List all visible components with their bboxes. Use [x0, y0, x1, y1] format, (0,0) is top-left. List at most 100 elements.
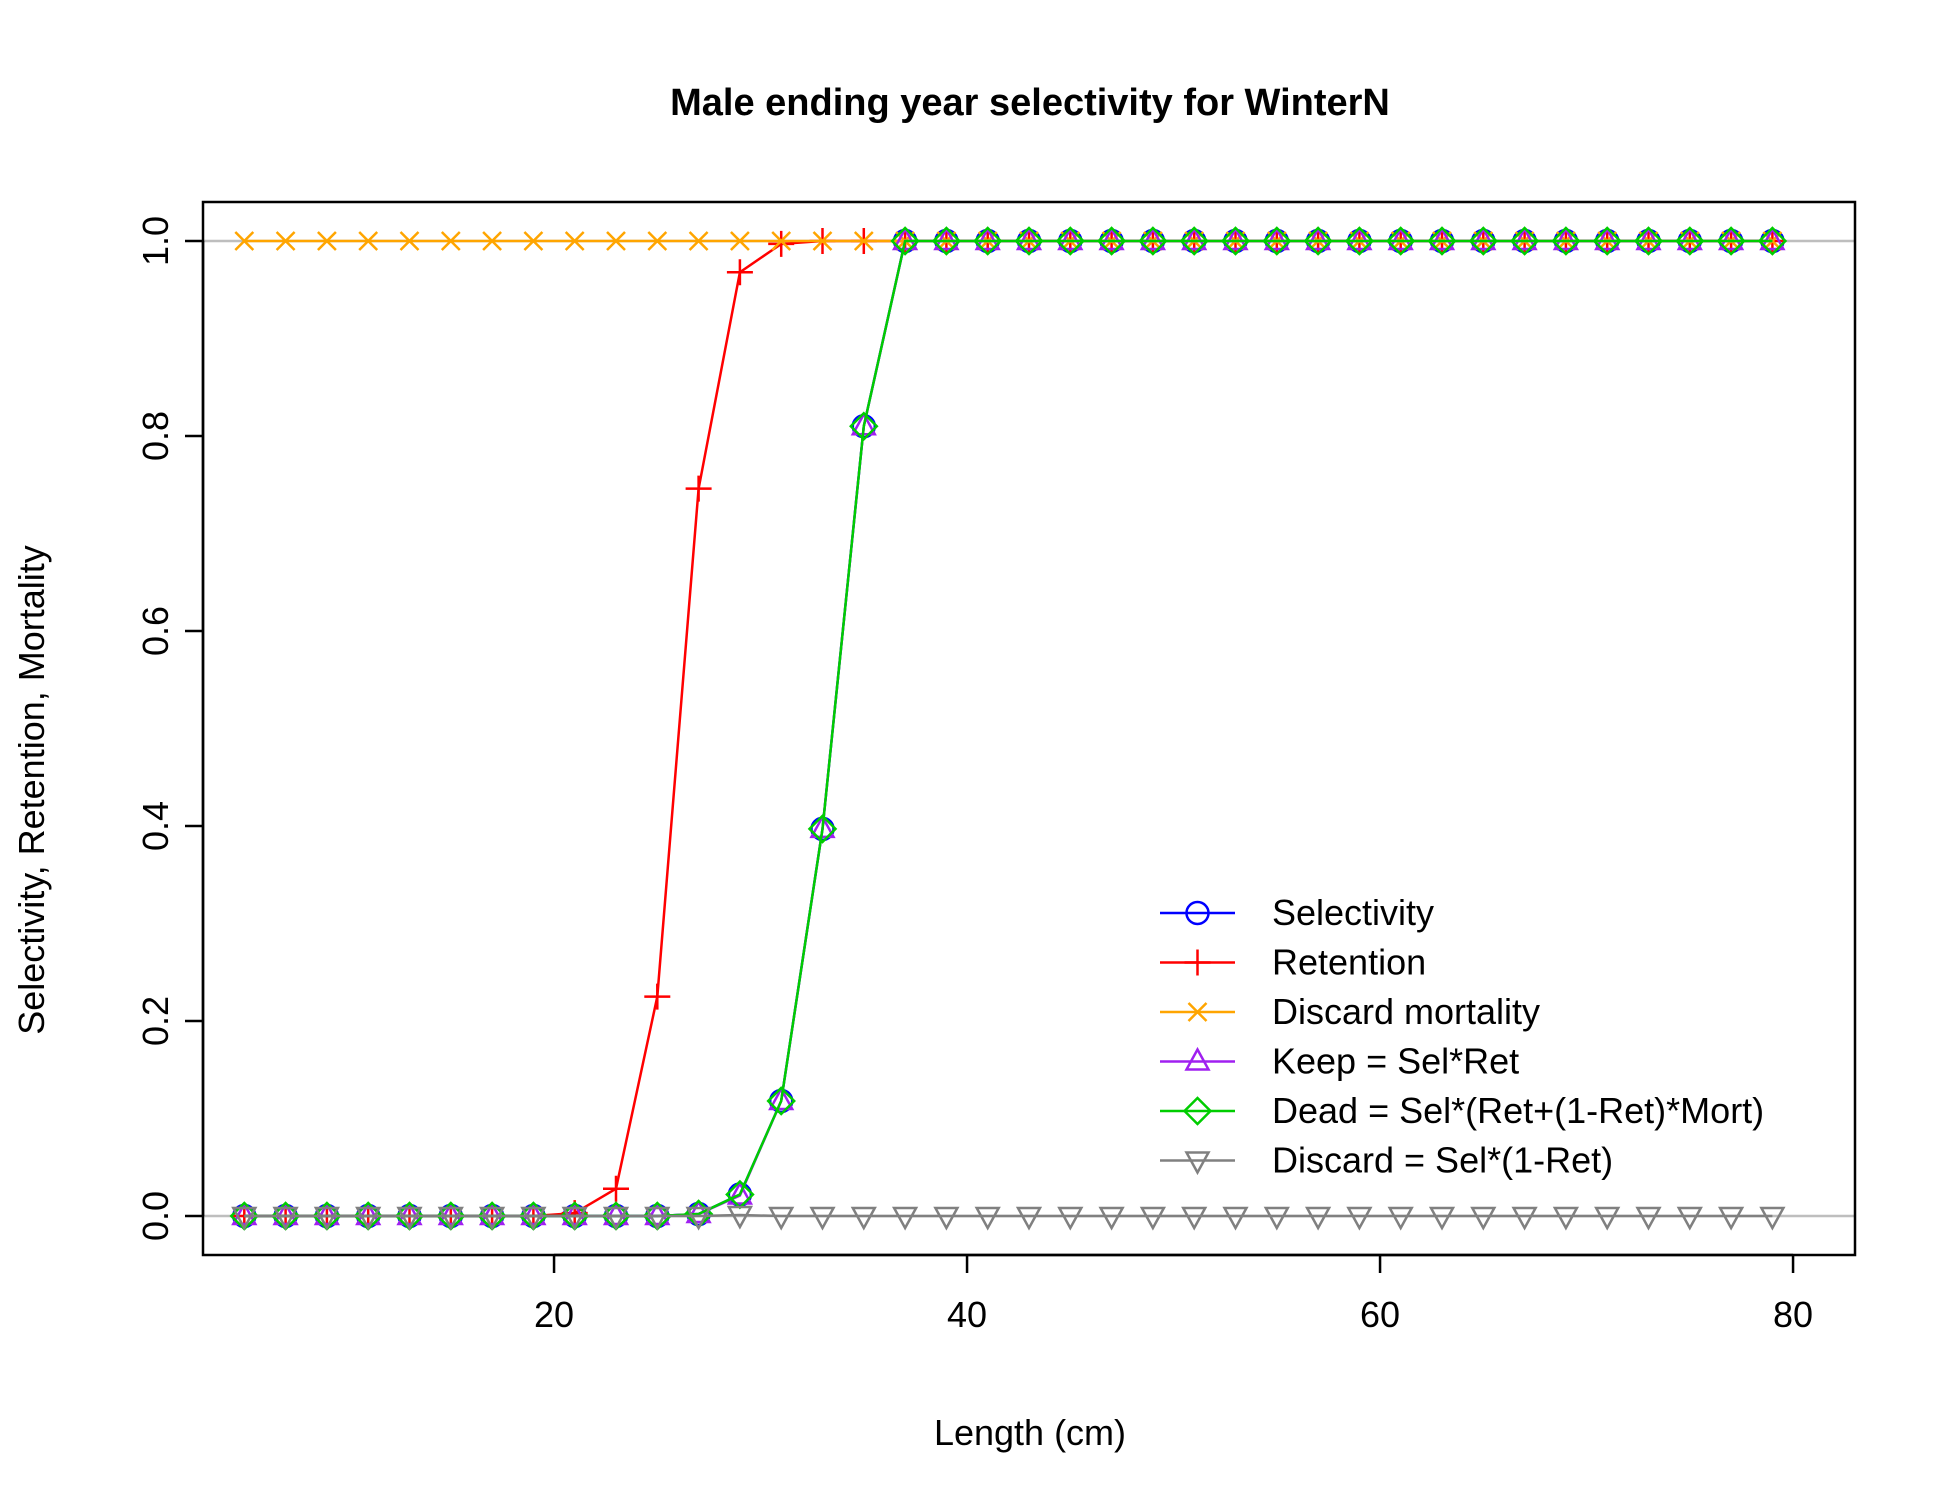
series-5-point: [891, 1206, 919, 1231]
legend-label: Dead = Sel*(Ret+(1-Ret)*Mort): [1272, 1090, 1764, 1131]
legend-label: Discard mortality: [1272, 991, 1540, 1032]
series-4-point: [1427, 226, 1457, 256]
series-3-point: [478, 1201, 506, 1226]
legend-entry-2: Discard mortality: [1160, 991, 1540, 1032]
series-4-point: [972, 226, 1003, 256]
series-5-point: [396, 1206, 423, 1231]
series-0: [232, 228, 1785, 1229]
series-layer: [229, 226, 1788, 1231]
series-2-point: [440, 231, 461, 251]
series-2-point: [853, 231, 874, 251]
series-4-point: [1592, 226, 1622, 256]
series-3-point: [313, 1201, 341, 1226]
series-4-point: [1675, 226, 1705, 256]
series-3-point: [1181, 226, 1208, 251]
series-line-5: [244, 1213, 1773, 1218]
series-5-point: [478, 1206, 506, 1231]
x-tick-label: 80: [1773, 1294, 1813, 1335]
series-5-point: [726, 1205, 754, 1230]
legend-entry-3: Keep = Sel*Ret: [1160, 1041, 1519, 1082]
series-5-point: [974, 1206, 1001, 1231]
series-5-point: [1304, 1206, 1332, 1231]
series-5-point: [437, 1206, 464, 1231]
series-4-point: [931, 226, 962, 256]
legend-label: Retention: [1272, 942, 1426, 983]
series-5-point: [768, 1206, 795, 1231]
legend: Selectivity Retention Discard mortality Kee…: [1160, 892, 1764, 1181]
x-tick-label: 20: [534, 1294, 574, 1335]
series-3-point: [1098, 226, 1125, 251]
series-5-point: [1015, 1206, 1043, 1231]
series-5-point: [1263, 1206, 1290, 1231]
series-3-point: [1346, 226, 1373, 251]
series-3: [231, 226, 1786, 1226]
series-4-point: [1551, 226, 1581, 256]
x-axis-label: Length (cm): [934, 1412, 1126, 1453]
series-2-point: [564, 231, 585, 251]
x-tick-label: 40: [947, 1294, 987, 1335]
series-3-point: [726, 1180, 754, 1205]
y-tick-label: 0.0: [135, 1191, 176, 1241]
y-axis-label: Selectivity, Retention, Mortality: [11, 545, 52, 1035]
series-3-point: [396, 1201, 423, 1226]
series-5-point: [1759, 1206, 1786, 1231]
series-5-point: [933, 1206, 960, 1231]
series-4-point: [1716, 226, 1746, 256]
series-line-1: [244, 239, 1773, 1218]
series-5-point: [1676, 1206, 1703, 1231]
y-tick-label: 0.6: [135, 606, 176, 656]
series-3-point: [644, 1201, 671, 1226]
series-4-point: [1096, 226, 1127, 256]
series-2-point: [482, 231, 502, 251]
series-5-point: [602, 1206, 630, 1231]
series-4-point: [1262, 226, 1292, 256]
series-5-point: [272, 1206, 299, 1231]
series-3-point: [933, 226, 960, 251]
series-4: [229, 226, 1788, 1231]
series-4-point: [807, 814, 838, 844]
series-1-point: [768, 230, 795, 257]
legend-entry-4: Dead = Sel*(Ret+(1-Ret)*Mort): [1160, 1090, 1764, 1131]
series-3-point: [1511, 226, 1538, 251]
legend-label: Selectivity: [1272, 892, 1434, 933]
series-2-point: [234, 231, 255, 251]
series-5-point: [355, 1206, 382, 1231]
series-4-point: [1468, 226, 1499, 256]
series-3-point: [437, 1201, 464, 1226]
series-4-point: [1014, 226, 1044, 256]
legend-marker: [1184, 949, 1211, 976]
series-4-point: [1055, 226, 1086, 256]
x-tick-label: 60: [1360, 1294, 1400, 1335]
series-5-point: [561, 1206, 588, 1231]
series-3-point: [1222, 226, 1249, 251]
series-3-point: [1015, 226, 1043, 251]
series-5-point: [644, 1206, 671, 1231]
series-2-point: [358, 231, 379, 251]
series-3-point: [974, 226, 1001, 251]
series-4-point: [766, 1086, 796, 1116]
legend-entry-0: Selectivity: [1160, 892, 1434, 933]
series-4-point: [1220, 226, 1251, 256]
series-3-point: [520, 1201, 547, 1226]
series-4-point: [1344, 226, 1375, 256]
series-4-point: [1633, 226, 1664, 256]
series-2-point: [730, 231, 750, 251]
legend-label: Keep = Sel*Ret: [1272, 1041, 1519, 1082]
y-tick-label: 1.0: [135, 216, 176, 266]
series-3-point: [1304, 226, 1332, 251]
series-4-point: [849, 411, 879, 442]
series-2-point: [606, 231, 626, 251]
series-3-point: [231, 1201, 258, 1226]
series-2-point: [647, 231, 668, 251]
series-5-point: [231, 1206, 258, 1231]
chart-title: Male ending year selectivity for WinterN: [670, 82, 1390, 124]
series-3-point: [1470, 226, 1497, 251]
legend-entry-1: Retention: [1160, 942, 1426, 983]
series-2-point: [771, 231, 792, 251]
series-3-point: [355, 1201, 382, 1226]
series-4-point: [890, 226, 920, 256]
series-3-point: [1717, 226, 1745, 251]
series-2-point: [275, 231, 296, 251]
series-5-point: [1387, 1206, 1414, 1231]
